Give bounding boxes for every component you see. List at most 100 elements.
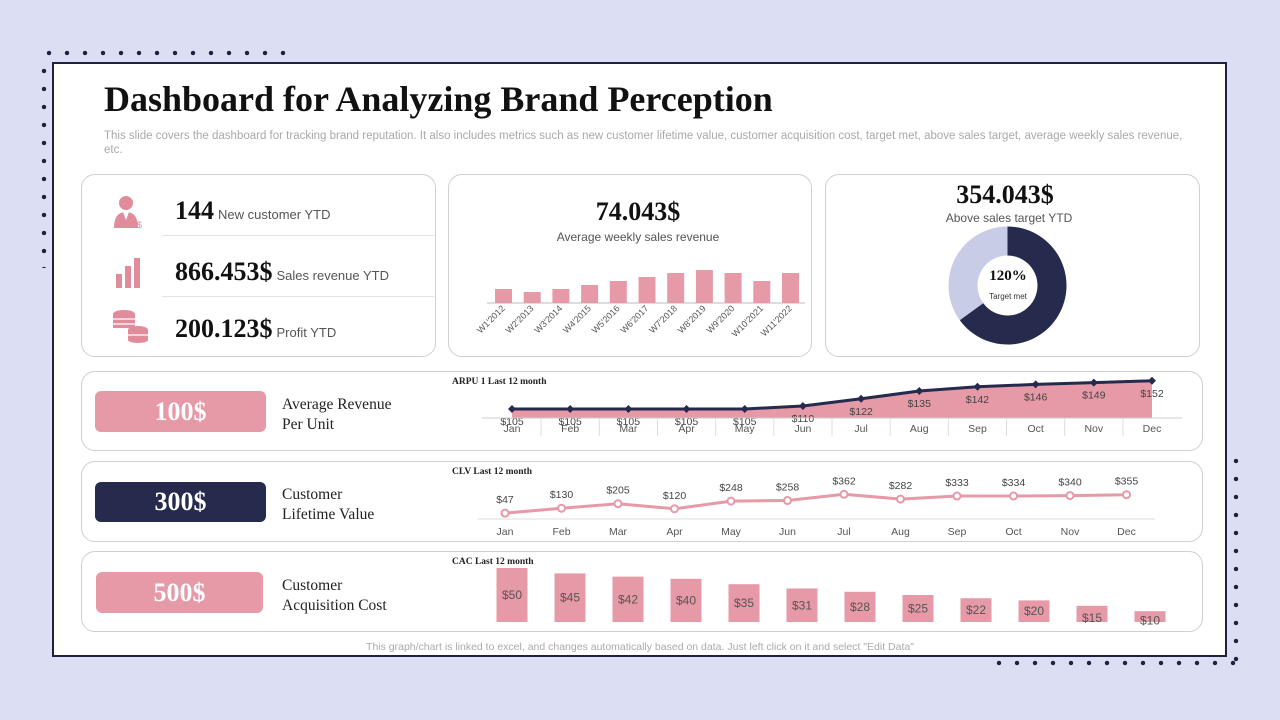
weekly-bar <box>495 289 512 303</box>
arpu-tick-label: May <box>735 423 756 435</box>
weekly-bar <box>523 292 541 303</box>
weekly-tick-label: W7'2018 <box>647 303 679 335</box>
arpu-point <box>973 382 982 391</box>
arpu-data-label: $110 <box>792 413 815 425</box>
kpi-profit: 200.123$ Profit YTD <box>80 298 435 358</box>
clv-point <box>896 494 905 504</box>
cac-bar <box>1018 600 1050 622</box>
kpi-value-row: 866.453$ Sales revenue YTD <box>175 257 389 287</box>
arpu-point <box>682 405 691 413</box>
arpu-label-line1: Average Revenue <box>282 396 392 413</box>
arpu-line <box>512 379 1153 411</box>
arpu-point <box>566 405 575 413</box>
cac-chart: $50 $45 $42 $40 $35 $31 $28 $25 $22 $20 $15 $10 <box>496 568 1166 628</box>
arpu-point <box>798 402 807 410</box>
clv-label: Customer Lifetime Value <box>282 485 374 525</box>
weekly-tick-label: W11'2022 <box>759 303 794 338</box>
arpu-tick-label: Apr <box>678 423 695 435</box>
clv-data-label: $362 <box>832 475 856 487</box>
clv-point <box>1065 491 1075 501</box>
weekly-bar <box>638 277 656 303</box>
svg-text:$: $ <box>137 220 142 230</box>
clv-tick-label: Jan <box>497 526 514 538</box>
arpu-point <box>1148 376 1156 385</box>
profit-label: Profit YTD <box>276 325 337 340</box>
clv-data-label: $333 <box>945 477 969 489</box>
arpu-data-label: $105 <box>500 416 524 428</box>
arpu-data-label: $135 <box>908 398 932 410</box>
clv-card <box>81 461 1203 542</box>
decorative-dots-bottom <box>990 660 1242 666</box>
arpu-data-label: $105 <box>559 416 583 428</box>
arpu-point <box>1089 378 1098 387</box>
cac-value-pill: 500$ <box>96 572 263 613</box>
arpu-point <box>1031 380 1040 389</box>
cac-bar <box>786 588 818 622</box>
clv-data-label: $248 <box>719 482 743 494</box>
arpu-tick-label: Oct <box>1027 423 1043 435</box>
clv-data-label: $120 <box>663 490 687 502</box>
weekly-bar <box>753 281 771 303</box>
arpu-value-pill: 100$ <box>95 391 266 432</box>
cac-data-label: $50 <box>502 588 522 602</box>
clv-point <box>783 496 792 506</box>
clv-tick-label: Nov <box>1061 526 1080 538</box>
clv-point <box>613 499 623 509</box>
clv-tick-label: Feb <box>552 526 570 538</box>
footer-note: This graph/chart is linked to excel, and… <box>366 641 914 653</box>
clv-data-label: $282 <box>889 480 913 492</box>
cac-data-label: $20 <box>1024 604 1044 618</box>
cac-data-label: $10 <box>1140 614 1160 628</box>
weekly-tick-label: W8'2019 <box>676 303 708 335</box>
arpu-area <box>512 380 1152 418</box>
cac-data-label: $28 <box>850 600 870 614</box>
clv-tick-label: Jun <box>779 526 796 538</box>
cac-label-line2: Acquisition Cost <box>282 597 387 614</box>
arpu-tick-label: Dec <box>1143 423 1162 435</box>
clv-point <box>952 491 962 501</box>
clv-data-label: $130 <box>550 489 574 501</box>
clv-label-line1: Customer <box>282 486 343 503</box>
kpi-value-row: 144 New customer YTD <box>175 196 330 226</box>
cac-bar <box>902 595 934 622</box>
weekly-bar <box>724 273 742 303</box>
arpu-tick-label: Jun <box>794 423 811 435</box>
weekly-sales-value: 74.043$ <box>595 197 681 226</box>
arpu-chart: $105 $105 $105 $105 $105 $110 $122 $135 $142 $146… <box>482 376 1182 436</box>
weekly-tick-label: W4'2015 <box>561 303 593 335</box>
weekly-sales-label: Average weekly sales revenue <box>556 230 720 244</box>
cac-data-label: $22 <box>966 603 986 617</box>
cac-data-label: $15 <box>1082 611 1102 625</box>
weekly-sales-chart: W1'2012W2'2013W3'2014W4'2015W5'2016W6'20… <box>475 270 805 339</box>
donut-center-percent: 120% <box>989 268 1027 284</box>
clv-line <box>504 492 1127 515</box>
clv-point <box>726 496 736 506</box>
kpi-sales-revenue: 866.453$ Sales revenue YTD <box>80 242 435 302</box>
decorative-dots-left <box>41 62 47 268</box>
weekly-sales-card <box>448 174 812 357</box>
arpu-data-label: $142 <box>966 394 990 406</box>
clv-tick-label: Oct <box>1005 526 1021 538</box>
arpu-tick-label: Jul <box>854 423 867 435</box>
cac-data-label: $31 <box>792 598 812 612</box>
weekly-bar <box>609 281 627 303</box>
cac-bar <box>670 578 702 622</box>
clv-data-label: $47 <box>496 494 514 506</box>
arpu-data-label: $146 <box>1024 391 1048 403</box>
cac-bar <box>1134 611 1166 622</box>
page-title: Dashboard for Analyzing Brand Perception <box>104 79 773 119</box>
cac-data-label: $45 <box>560 591 580 605</box>
kpi-divider <box>162 235 434 236</box>
weekly-bar <box>667 273 685 303</box>
arpu-data-label: $122 <box>849 406 873 418</box>
arpu-data-label: $105 <box>675 416 699 428</box>
arpu-tick-label: Jan <box>504 423 521 435</box>
clv-data-label: $340 <box>1058 477 1082 489</box>
arpu-label: Average Revenue Per Unit <box>282 395 391 435</box>
page-subtitle: This slide covers the dashboard for trac… <box>104 130 1183 156</box>
target-label: Above sales target YTD <box>945 211 1073 225</box>
decorative-dots-top <box>40 50 292 56</box>
clv-tick-label: Mar <box>609 526 628 538</box>
clv-tick-label: Sep <box>948 526 967 538</box>
weekly-bar <box>552 289 570 303</box>
